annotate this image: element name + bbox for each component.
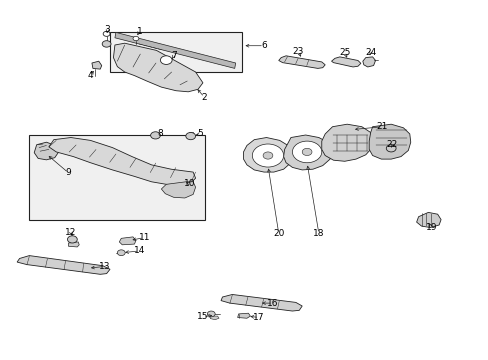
Text: 23: 23 [292,46,304,55]
Text: 21: 21 [376,122,387,131]
Text: 10: 10 [183,179,195,188]
Circle shape [292,141,321,163]
Circle shape [117,250,125,256]
Polygon shape [416,212,440,228]
Text: 5: 5 [197,129,203,138]
Polygon shape [331,57,360,67]
Polygon shape [362,57,375,67]
Text: 16: 16 [266,299,278,307]
Text: 15: 15 [197,312,208,321]
Bar [29,135,205,220]
Polygon shape [115,32,235,68]
Polygon shape [153,132,157,135]
Polygon shape [34,142,59,160]
Polygon shape [237,313,250,318]
Text: 6: 6 [261,41,266,50]
Text: 18: 18 [312,229,324,238]
Text: 17: 17 [253,313,264,322]
Text: 20: 20 [272,229,284,238]
Circle shape [302,148,311,156]
Polygon shape [119,237,136,245]
Circle shape [263,152,272,159]
Circle shape [102,41,111,47]
Polygon shape [243,138,292,172]
Circle shape [185,132,195,140]
Text: 14: 14 [133,246,145,256]
Bar [110,32,242,72]
Circle shape [150,132,160,139]
Polygon shape [283,135,331,170]
Polygon shape [321,124,372,161]
Polygon shape [92,61,102,69]
Circle shape [160,56,172,64]
Circle shape [386,145,395,152]
Text: 22: 22 [386,140,397,149]
Polygon shape [17,256,110,274]
Text: 19: 19 [425,223,436,232]
Text: 8: 8 [157,129,163,138]
Circle shape [103,31,110,36]
Circle shape [133,36,139,41]
Circle shape [252,144,283,167]
Polygon shape [113,43,203,92]
Polygon shape [49,138,195,185]
Text: 12: 12 [65,228,77,237]
Text: 25: 25 [338,48,350,57]
Polygon shape [210,316,219,320]
Text: 9: 9 [65,168,71,177]
Polygon shape [278,56,325,68]
Text: 3: 3 [104,25,110,34]
Text: 7: 7 [170,51,176,60]
Circle shape [67,236,77,243]
Polygon shape [68,242,79,247]
Polygon shape [368,124,410,159]
Polygon shape [221,294,302,311]
Text: 1: 1 [136,27,142,36]
Text: 13: 13 [99,262,111,271]
Text: 24: 24 [364,48,376,57]
Circle shape [207,311,215,317]
Text: 11: 11 [138,233,150,242]
Polygon shape [161,182,195,198]
Text: 2: 2 [201,93,207,102]
Polygon shape [188,132,192,135]
Text: 4: 4 [87,71,93,80]
